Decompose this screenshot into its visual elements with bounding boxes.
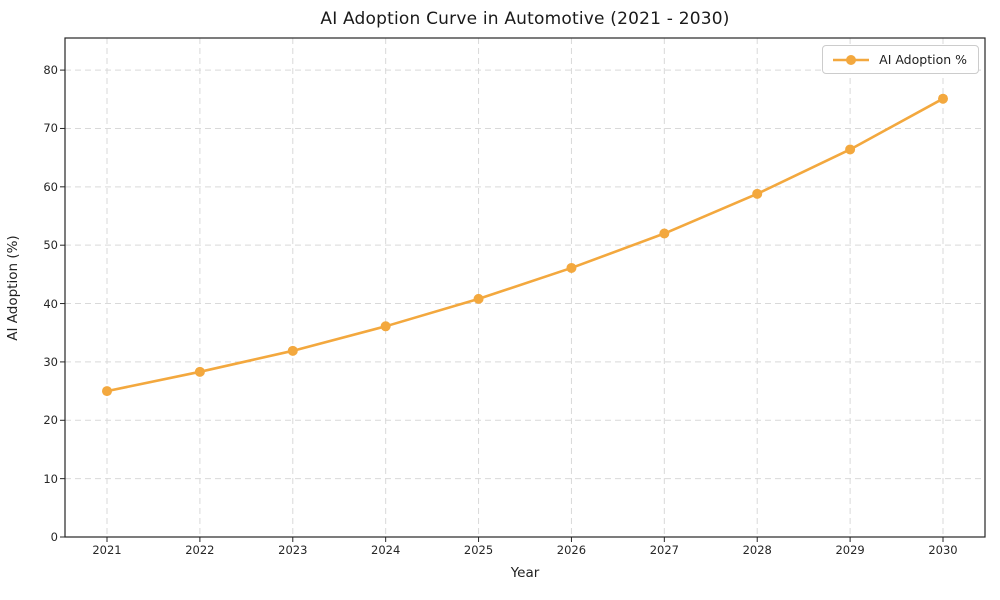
- x-tick-label-2023: 2023: [278, 543, 308, 557]
- y-tick-label-70: 70: [43, 121, 58, 136]
- x-axis-title: Year: [510, 565, 540, 581]
- data-point-2025: [473, 293, 484, 304]
- y-tick-label-30: 30: [43, 354, 58, 369]
- x-tick-label-2026: 2026: [556, 543, 587, 557]
- y-tick-label-50: 50: [43, 238, 58, 253]
- y-tick-label-10: 10: [43, 471, 58, 486]
- series-line-ai-adoption: [105, 97, 945, 393]
- y-tick-label-0: 0: [50, 530, 58, 544]
- x-tick-label-2025: 2025: [463, 543, 494, 557]
- x-tick-label-2029: 2029: [835, 543, 865, 557]
- y-tick-label-80: 80: [43, 63, 58, 78]
- x-tick-label-2022: 2022: [185, 543, 215, 557]
- legend-series-swatch: [833, 54, 870, 65]
- x-tick-label-2030: 2030: [928, 543, 958, 557]
- data-point-2024: [380, 321, 391, 332]
- x-tick-label-2028: 2028: [742, 543, 772, 557]
- x-tick-label-2027: 2027: [649, 543, 679, 557]
- data-point-2028: [752, 188, 763, 199]
- y-axis-title: AI Adoption (%): [5, 235, 21, 341]
- data-point-2027: [659, 228, 670, 239]
- data-point-2023: [287, 345, 298, 356]
- y-tick-label-60: 60: [43, 179, 58, 194]
- chart-title: AI Adoption Curve in Automotive (2021 - …: [320, 9, 730, 29]
- data-point-2022: [194, 366, 205, 377]
- data-point-2029: [845, 144, 856, 155]
- y-tick-label-20: 20: [43, 413, 58, 428]
- legend-entry-label: AI Adoption %: [879, 52, 967, 67]
- x-tick-label-2024: 2024: [371, 543, 401, 557]
- data-point-2021: [102, 386, 112, 397]
- y-tick-label-40: 40: [43, 296, 58, 311]
- legend: AI Adoption %: [822, 45, 979, 74]
- data-point-2030: [938, 93, 948, 104]
- legend-marker-sample: [846, 54, 857, 65]
- x-tick-label-2021: 2021: [92, 543, 122, 557]
- plot-border: [64, 37, 986, 538]
- data-point-2026: [566, 262, 577, 273]
